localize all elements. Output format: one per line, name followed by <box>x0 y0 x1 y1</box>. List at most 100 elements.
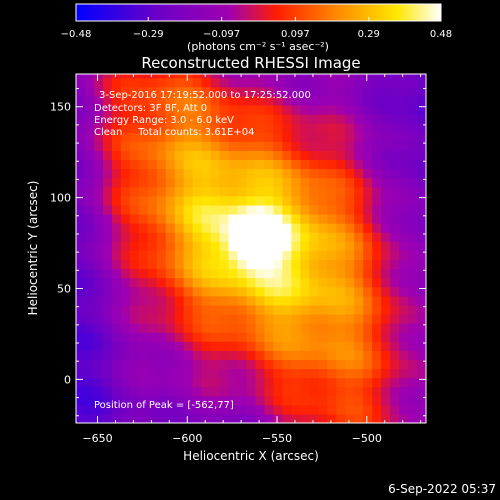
heatmap-cell <box>120 159 131 170</box>
heatmap-cell <box>300 95 310 106</box>
colorbar-ticks: −0.48 −0.29 −0.097 0.097 0.29 0.48 <box>61 17 452 40</box>
heatmap-cell <box>76 377 86 388</box>
heatmap-cell <box>102 123 113 133</box>
heatmap-cell <box>102 186 113 197</box>
heatmap-cell <box>354 404 364 415</box>
heatmap-cell <box>399 395 409 406</box>
heatmap-cell <box>246 104 257 115</box>
heatmap-cell <box>201 186 212 197</box>
heatmap-cell <box>327 177 337 188</box>
heatmap-cell <box>282 413 292 423</box>
heatmap-cell <box>372 368 382 379</box>
heatmap-cell <box>399 368 409 379</box>
heatmap-cell <box>372 213 382 224</box>
heatmap-cell <box>192 186 203 197</box>
heatmap-cell <box>129 113 140 124</box>
heatmap-cell <box>93 113 104 124</box>
heatmap-cell <box>300 313 310 324</box>
heatmap-cell <box>255 77 266 88</box>
heatmap-cell <box>102 404 113 415</box>
heatmap-cell <box>228 404 239 415</box>
heatmap-cell <box>138 113 149 124</box>
heatmap-cell <box>129 413 140 423</box>
heatmap-cell <box>381 204 391 215</box>
heatmap-cell <box>219 277 230 288</box>
heatmap-cell <box>255 177 266 188</box>
heatmap-cell <box>246 286 257 297</box>
heatmap-cell <box>228 204 239 215</box>
heatmap-cell <box>156 168 167 179</box>
heatmap-cell <box>120 286 131 297</box>
heatmap-cell <box>138 241 149 251</box>
heatmap-cell <box>165 323 176 333</box>
heatmap-cell <box>228 304 239 315</box>
heatmap-cell <box>120 313 131 324</box>
heatmap-cell <box>84 341 95 351</box>
heatmap-cell <box>228 268 239 279</box>
heatmap-cell <box>147 159 158 170</box>
heatmap-cell <box>129 95 140 106</box>
heatmap-cell <box>138 223 149 233</box>
heatmap-cell <box>246 377 257 388</box>
heatmap-cell <box>318 223 328 233</box>
heatmap-cell <box>273 359 284 370</box>
x-tick-label: −500 <box>352 432 382 445</box>
heatmap-cell <box>336 359 346 370</box>
heatmap-cell <box>264 386 275 397</box>
footer-timestamp: 6-Sep-2022 05:37 <box>388 482 496 496</box>
heatmap-cell <box>183 213 194 224</box>
heatmap-cell <box>183 313 194 324</box>
heatmap-cell <box>327 313 337 324</box>
heatmap-cell <box>165 395 176 406</box>
heatmap-cell <box>255 368 266 379</box>
heatmap-cell <box>318 132 328 142</box>
heatmap-cell <box>129 368 140 379</box>
heatmap-cell <box>192 223 203 233</box>
heatmap-cell <box>372 77 382 88</box>
heatmap-cell <box>291 213 301 224</box>
heatmap-cell <box>102 313 113 324</box>
heatmap-cell <box>309 341 319 351</box>
heatmap-cell <box>228 186 239 197</box>
heatmap-cell <box>336 341 346 351</box>
heatmap-cell <box>102 150 113 161</box>
heatmap-cell <box>165 195 176 206</box>
heatmap-cell <box>219 377 230 388</box>
heatmap-cell <box>120 204 131 215</box>
heatmap-cell <box>399 77 409 88</box>
heatmap-cell <box>102 104 113 115</box>
heatmap-cell <box>246 123 257 133</box>
heatmap-cell <box>381 313 391 324</box>
heatmap-cell <box>300 141 310 151</box>
heatmap-cell <box>76 204 86 215</box>
heatmap-cell <box>282 113 292 124</box>
heatmap-cell <box>354 104 364 115</box>
heatmap-cell <box>408 241 418 251</box>
heatmap-cell <box>336 132 346 142</box>
heatmap-cell <box>309 213 319 224</box>
heatmap-cell <box>399 259 409 270</box>
heatmap-cell <box>76 350 86 360</box>
heatmap-cell <box>309 77 319 88</box>
heatmap-cell <box>120 86 131 97</box>
heatmap-cell <box>291 404 301 415</box>
heatmap-cell <box>165 268 176 279</box>
heatmap-cell <box>336 395 346 406</box>
heatmap-cell <box>219 413 230 423</box>
heatmap-cell <box>156 404 167 415</box>
heatmap-cell <box>390 350 400 360</box>
heatmap-cell <box>129 186 140 197</box>
heatmap-cell <box>138 141 149 151</box>
heatmap-cell <box>219 113 230 124</box>
x-tick-label: −600 <box>172 432 202 445</box>
heatmap-cell <box>228 168 239 179</box>
heatmap-cell <box>264 123 275 133</box>
heatmap-cell <box>76 150 86 161</box>
heatmap-cell <box>291 350 301 360</box>
heatmap-cell <box>354 141 364 151</box>
heatmap-cell <box>336 277 346 288</box>
heatmap-cell <box>264 259 275 270</box>
heatmap-cell <box>291 223 301 233</box>
heatmap-cell <box>237 195 248 206</box>
heatmap-cell <box>129 250 140 261</box>
